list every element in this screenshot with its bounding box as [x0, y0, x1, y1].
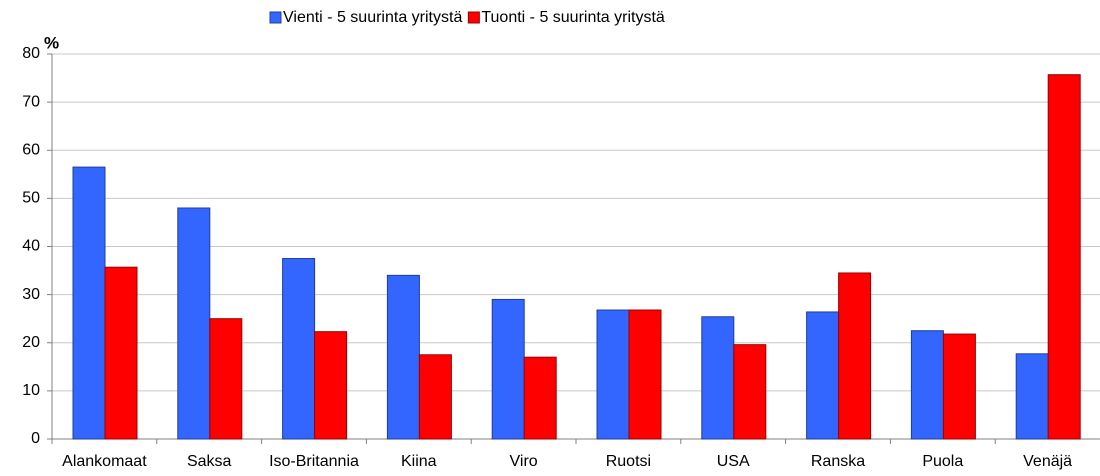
- x-tick-label: Viro: [510, 453, 538, 470]
- bar: [942, 333, 976, 440]
- bar: [733, 344, 767, 440]
- y-tick-label: 70: [22, 93, 40, 110]
- bar: [628, 309, 662, 440]
- bar: [72, 166, 106, 440]
- x-tick-label: Iso-Britannia: [269, 453, 359, 470]
- legend-swatch: [467, 11, 480, 24]
- legend-label: Tuonti - 5 suurinta yritystä: [481, 9, 665, 26]
- x-tick-label: Alankomaat: [62, 453, 147, 470]
- x-tick-label: Saksa: [187, 453, 232, 470]
- bar: [386, 274, 420, 440]
- bar: [491, 298, 525, 440]
- bar: [104, 266, 138, 440]
- bar: [209, 318, 243, 440]
- bar: [314, 331, 348, 440]
- bar: [701, 316, 735, 440]
- y-tick-label: 50: [22, 190, 40, 207]
- bar: [523, 356, 557, 440]
- x-tick-label: Ruotsi: [606, 453, 651, 470]
- y-axis-label: %: [44, 33, 59, 52]
- y-tick-label: 10: [22, 382, 40, 399]
- bar: [1015, 353, 1049, 440]
- bar: [838, 272, 872, 440]
- y-tick-label: 80: [22, 45, 40, 62]
- y-tick-label: 40: [22, 238, 40, 255]
- x-tick-label: Kiina: [401, 453, 437, 470]
- x-tick-label: Ranska: [811, 453, 865, 470]
- legend-label: Vienti - 5 suurinta yritystä: [283, 9, 462, 26]
- x-tick-label: USA: [717, 453, 750, 470]
- bar: [418, 354, 452, 440]
- bar: [806, 311, 840, 440]
- y-tick-label: 20: [22, 334, 40, 351]
- bar: [596, 309, 630, 440]
- y-tick-label: 0: [31, 430, 40, 447]
- bar: [1047, 74, 1081, 440]
- bar: [282, 258, 316, 440]
- bar: [177, 207, 211, 440]
- x-tick-label: Puola: [922, 453, 963, 470]
- x-tick-label: Venäjä: [1023, 453, 1072, 470]
- y-tick-label: 60: [22, 141, 40, 158]
- y-tick-label: 30: [22, 286, 40, 303]
- bar: [910, 330, 944, 440]
- legend-swatch: [269, 11, 282, 24]
